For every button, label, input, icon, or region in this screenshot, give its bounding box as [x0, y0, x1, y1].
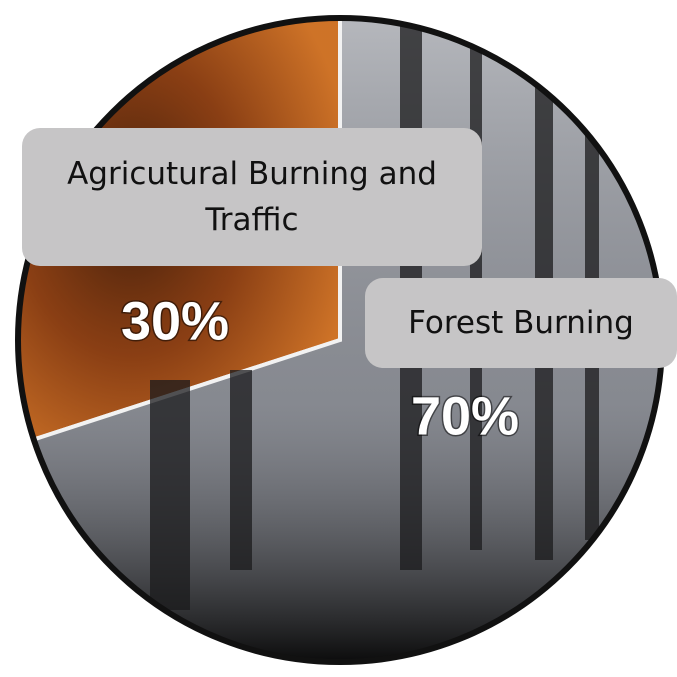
percent-label: 30% — [121, 291, 229, 351]
percent-label: 70% — [411, 386, 519, 446]
category-label: Forest Burning — [365, 278, 677, 368]
tree-trunks — [150, 18, 599, 610]
sector-texture — [33, 18, 662, 662]
category-label: Agricutural Burning and Traffic — [22, 128, 482, 266]
